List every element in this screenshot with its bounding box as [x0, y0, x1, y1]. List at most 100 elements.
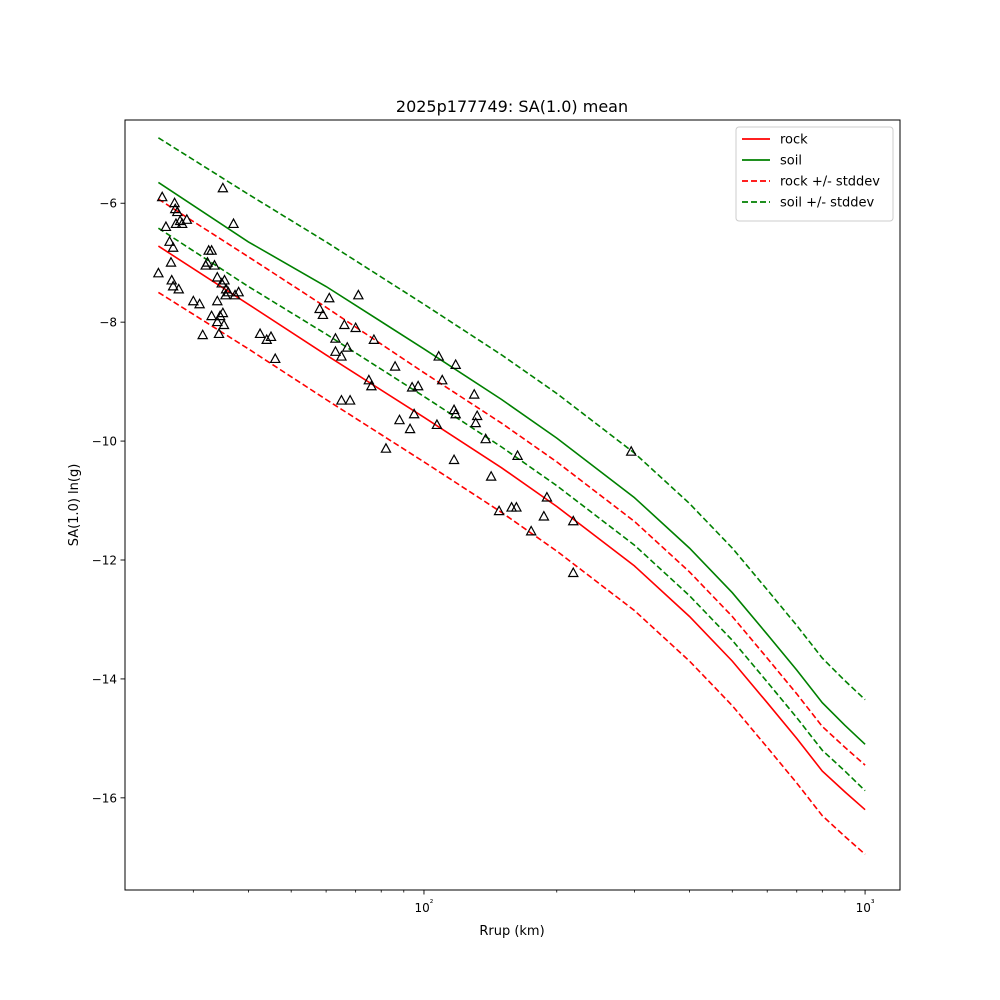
- observation-point: [510, 501, 523, 512]
- observation-point: [208, 259, 221, 270]
- series-line-0: [157, 245, 866, 811]
- observation-point: [213, 327, 225, 339]
- observation-point: [329, 332, 342, 343]
- observation-point: [167, 280, 179, 291]
- y-axis-label: SA(1.0) ln(g): [67, 464, 82, 547]
- x-axis-ticks: 10² 10³: [192, 890, 875, 915]
- observation-point: [436, 374, 448, 385]
- observation-point: [323, 292, 335, 303]
- observation-point: [329, 345, 342, 356]
- observation-point: [335, 350, 348, 361]
- series-line-1: [157, 181, 866, 745]
- observation-point: [211, 271, 223, 282]
- observation-point: [480, 433, 492, 444]
- legend-label: soil: [780, 154, 802, 169]
- observation-point: [214, 309, 226, 321]
- legend-label: rock +/- stddev: [780, 175, 880, 190]
- chart-title: 2025p177749: SA(1.0) mean: [396, 97, 628, 116]
- observation-point: [216, 277, 228, 288]
- observation-point: [156, 191, 168, 202]
- legend-label: soil +/- stddev: [780, 196, 875, 211]
- y-tick-label: −16: [92, 791, 117, 805]
- observation-point: [211, 295, 223, 306]
- series-line-2: [157, 198, 866, 766]
- observation-point: [450, 358, 462, 369]
- observation-point: [265, 330, 277, 342]
- observation-point: [538, 510, 550, 521]
- observation-point: [197, 328, 209, 340]
- observation-point: [344, 394, 356, 405]
- y-axis-ticks: −16 −14 −12 −10 −8 −6: [92, 197, 125, 805]
- observation-point: [352, 289, 364, 300]
- observation-point: [335, 394, 348, 405]
- observation-point: [167, 241, 179, 252]
- observation-point: [227, 217, 240, 229]
- observation-point: [393, 414, 406, 425]
- y-tick-label: −10: [92, 435, 117, 449]
- observation-point: [163, 235, 176, 246]
- observation-point: [314, 302, 326, 314]
- series-line-3: [157, 291, 866, 855]
- observation-point: [229, 289, 241, 300]
- observation-point: [365, 380, 378, 391]
- observation-point: [217, 182, 229, 193]
- observation-point: [165, 256, 177, 267]
- observation-point: [152, 267, 165, 278]
- observation-point: [254, 327, 266, 339]
- observation-point: [433, 350, 445, 361]
- legend-box: [735, 126, 894, 222]
- observation-point: [218, 318, 230, 330]
- y-tick-label: −8: [99, 316, 117, 330]
- observation-point: [222, 286, 234, 297]
- observation-point: [217, 306, 229, 318]
- observation-point: [468, 388, 480, 399]
- legend-label: rock: [780, 133, 808, 148]
- observation-point: [350, 321, 362, 333]
- observation-point: [181, 213, 193, 224]
- observation-point: [471, 409, 483, 421]
- observation-point: [567, 515, 579, 526]
- x-axis-label: Rrup (km): [479, 924, 544, 939]
- observation-point: [493, 504, 505, 516]
- observation-point: [173, 283, 185, 294]
- observation-point: [205, 244, 218, 255]
- observation-point: [380, 442, 392, 453]
- observation-point: [511, 449, 524, 460]
- observation-point: [187, 295, 199, 306]
- observation-point: [171, 205, 183, 217]
- observation-point: [431, 418, 443, 430]
- observation-point: [218, 274, 231, 285]
- observation-point: [338, 318, 350, 330]
- observation-point: [389, 360, 401, 371]
- observation-point: [341, 341, 353, 352]
- observation-point: [170, 217, 182, 229]
- observation-point: [317, 308, 329, 320]
- plot-frame: [124, 119, 901, 891]
- observation-point: [368, 333, 380, 344]
- observation-point: [541, 491, 553, 502]
- x-tick-label: 10³: [856, 899, 875, 915]
- observation-point: [485, 470, 497, 481]
- series-line-4: [157, 137, 866, 701]
- observation-point: [232, 286, 245, 297]
- observation-points: [152, 182, 637, 578]
- y-tick-label: −14: [92, 672, 117, 686]
- legend: rock soil rock +/- stddev soil +/- stddev: [735, 126, 894, 222]
- observation-point: [406, 381, 418, 392]
- observation-point: [412, 380, 424, 391]
- observation-point: [201, 256, 214, 267]
- observation-point: [211, 315, 223, 327]
- observation-point: [567, 566, 579, 578]
- observation-point: [625, 445, 637, 456]
- observation-point: [205, 309, 218, 321]
- observation-point: [448, 453, 460, 465]
- observation-point: [219, 289, 232, 300]
- observation-point: [450, 408, 462, 419]
- observation-point: [261, 333, 273, 344]
- y-tick-label: −6: [99, 197, 117, 211]
- observation-point: [269, 352, 281, 364]
- observation-point: [408, 408, 420, 419]
- observation-point: [160, 220, 172, 232]
- series-layer: [157, 137, 866, 855]
